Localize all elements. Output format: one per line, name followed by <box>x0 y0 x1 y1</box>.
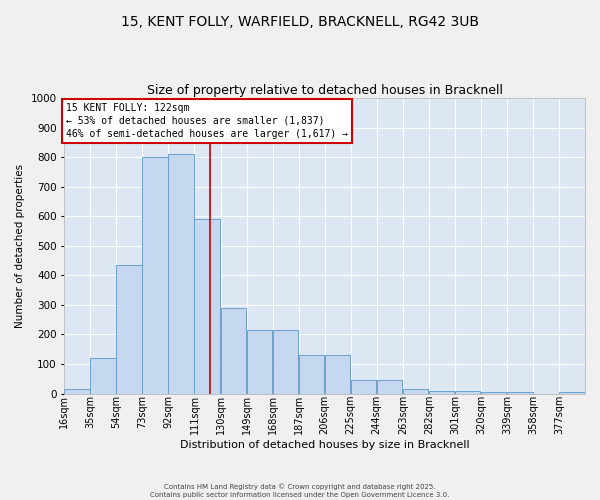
Bar <box>455 390 481 394</box>
Bar <box>559 392 584 394</box>
Bar <box>350 380 376 394</box>
Bar <box>64 389 90 394</box>
Bar <box>272 330 298 394</box>
Bar <box>221 308 246 394</box>
Bar <box>194 220 220 394</box>
Bar <box>116 265 142 394</box>
Text: 15, KENT FOLLY, WARFIELD, BRACKNELL, RG42 3UB: 15, KENT FOLLY, WARFIELD, BRACKNELL, RG4… <box>121 15 479 29</box>
Bar <box>91 358 116 394</box>
Bar <box>169 154 194 394</box>
Bar <box>377 380 403 394</box>
Text: Contains HM Land Registry data © Crown copyright and database right 2025.
Contai: Contains HM Land Registry data © Crown c… <box>151 483 449 498</box>
Bar <box>429 390 454 394</box>
Bar <box>403 389 428 394</box>
Bar <box>247 330 272 394</box>
Bar <box>299 355 324 394</box>
Title: Size of property relative to detached houses in Bracknell: Size of property relative to detached ho… <box>146 84 503 97</box>
X-axis label: Distribution of detached houses by size in Bracknell: Distribution of detached houses by size … <box>180 440 469 450</box>
Bar <box>325 355 350 394</box>
Bar <box>142 157 168 394</box>
Text: 15 KENT FOLLY: 122sqm
← 53% of detached houses are smaller (1,837)
46% of semi-d: 15 KENT FOLLY: 122sqm ← 53% of detached … <box>65 102 347 139</box>
Bar <box>481 392 506 394</box>
Bar <box>507 392 533 394</box>
Y-axis label: Number of detached properties: Number of detached properties <box>15 164 25 328</box>
